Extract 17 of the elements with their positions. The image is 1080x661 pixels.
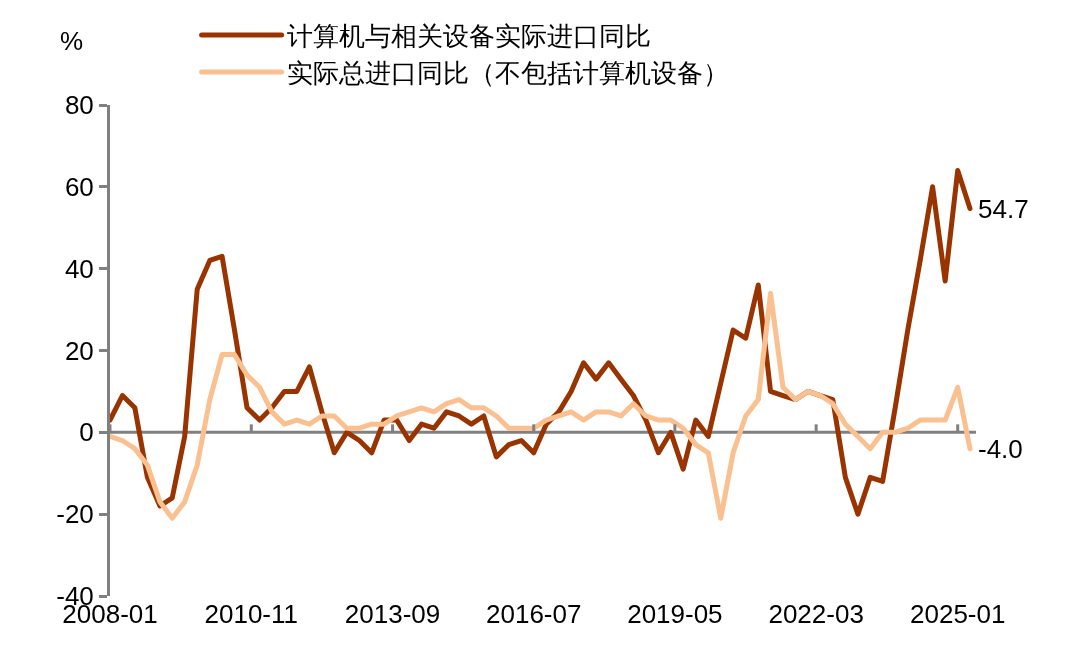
legend-label: 实际总进口同比（不包括计算机设备）	[286, 58, 729, 89]
y-tick-label: -20	[56, 499, 94, 530]
data-label: 54.7	[978, 194, 1029, 224]
y-tick-label: 40	[64, 253, 94, 284]
y-tick-label: 80	[64, 90, 94, 121]
x-tick-label: 2016-07	[486, 599, 582, 629]
x-tick-label: 2022-03	[768, 599, 864, 629]
y-axis-title: %	[60, 26, 84, 56]
x-tick-label: 2019-05	[627, 599, 723, 629]
y-tick-label: 0	[79, 417, 94, 448]
x-tick-label: 2013-09	[344, 599, 441, 629]
data-label: -4.0	[978, 434, 1023, 464]
x-tick-label: 2025-01	[910, 599, 1006, 629]
x-tick-label: 2010-11	[204, 599, 299, 629]
y-tick-label: 60	[64, 171, 94, 202]
legend-label: 计算机与相关设备实际进口同比	[286, 21, 651, 52]
y-tick-label: 20	[64, 335, 94, 366]
